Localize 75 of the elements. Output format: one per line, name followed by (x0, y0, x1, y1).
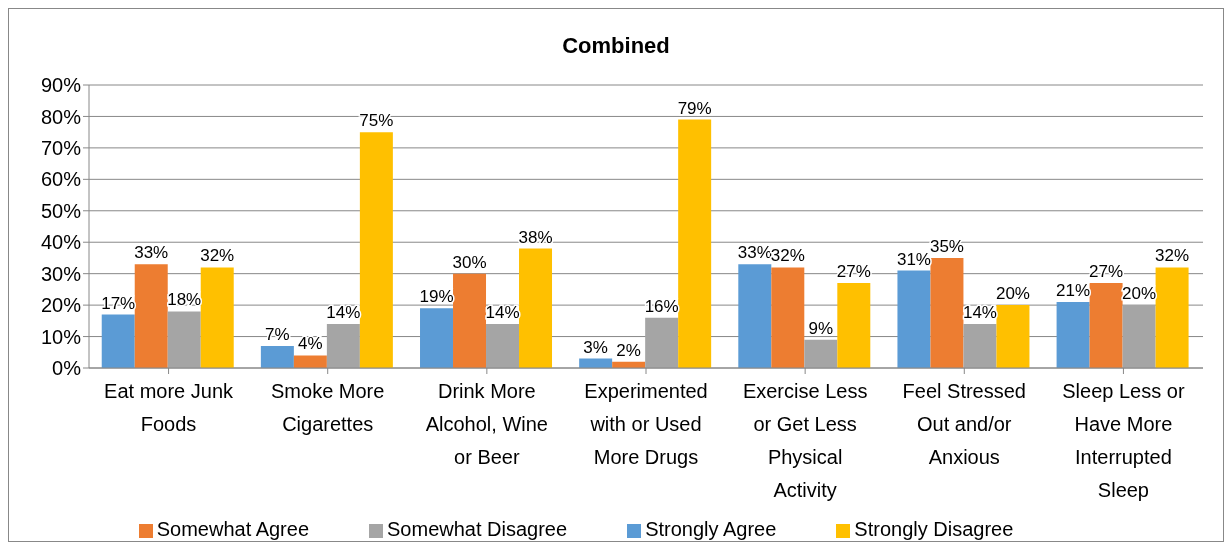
data-label: 19% (419, 287, 454, 307)
x-tick-label: Sleep Less or Have More Interrupted Sleep (1062, 380, 1185, 501)
bar (1089, 283, 1123, 368)
legend-label: Somewhat Agree (156, 518, 310, 540)
x-tick-label: Exercise Less or Get Less Physical Activity (742, 380, 868, 501)
bar (200, 267, 234, 368)
data-label: 31% (896, 249, 931, 269)
bar (897, 270, 931, 368)
legend-label: Strongly Agree (645, 518, 777, 540)
y-tick-label: 40% (40, 231, 82, 254)
bar (804, 339, 838, 368)
data-label: 4% (298, 334, 323, 354)
bar (420, 308, 454, 368)
x-tick-label: Feel Stressed Out and/or Anxious (902, 380, 1026, 468)
chart-title: Combined (561, 32, 671, 60)
x-tick-label: Experimented with or Used More Drugs (584, 380, 708, 468)
data-label: 35% (929, 236, 964, 256)
y-tick-label: 90% (40, 74, 82, 97)
bar (260, 345, 294, 368)
bar (738, 264, 772, 368)
bar (645, 317, 679, 368)
bar (771, 267, 805, 368)
data-label: 32% (1155, 246, 1190, 266)
bar (930, 257, 964, 368)
y-tick-label: 60% (40, 168, 82, 191)
bar (963, 323, 997, 368)
bar (293, 355, 327, 368)
y-tick-label: 20% (40, 294, 82, 317)
bar (678, 119, 712, 368)
bar (101, 314, 135, 368)
y-tick-label: 80% (40, 105, 82, 128)
data-label: 2% (616, 340, 641, 360)
x-tick-label: Smoke More Cigarettes (271, 380, 385, 435)
bar (1122, 305, 1156, 368)
bar (1155, 267, 1189, 368)
data-label: 20% (995, 284, 1030, 304)
y-tick-label: 0% (52, 357, 82, 380)
y-tick-label: 70% (40, 136, 82, 159)
data-label: 7% (265, 324, 290, 344)
y-tick-label: 50% (40, 199, 82, 222)
data-label: 9% (808, 318, 834, 338)
y-tick-label: 10% (40, 325, 82, 348)
data-label: 27% (836, 262, 871, 282)
data-label: 32% (200, 246, 235, 266)
bar (359, 132, 393, 368)
x-tick-label: Drink More Alcohol, Wine or Beer (425, 380, 548, 468)
data-label: 38% (518, 227, 553, 247)
bar (167, 311, 201, 368)
bar (996, 305, 1030, 368)
data-label: 75% (359, 111, 394, 131)
data-label: 33% (737, 243, 772, 263)
data-label: 3% (583, 337, 608, 357)
data-label: 18% (167, 290, 202, 310)
bar (453, 273, 487, 368)
data-label: 32% (770, 246, 805, 266)
legend-label: Strongly Disagree (854, 518, 1014, 540)
data-label: 30% (452, 252, 487, 272)
data-label: 14% (485, 302, 520, 322)
data-label: 16% (644, 296, 679, 316)
data-label: 21% (1056, 280, 1091, 300)
bar (486, 323, 520, 368)
x-tick-label: Eat more Junk Foods (104, 380, 235, 435)
bar (134, 264, 168, 368)
bar (519, 248, 553, 368)
y-tick-label: 30% (40, 262, 82, 285)
data-label: 33% (134, 243, 169, 263)
bar (837, 283, 871, 368)
data-label: 17% (101, 293, 136, 313)
legend-label: Somewhat Disagree (387, 518, 568, 540)
data-label: 14% (326, 302, 361, 322)
data-label: 20% (1122, 284, 1157, 304)
bar (326, 323, 360, 368)
data-label: 79% (677, 98, 712, 118)
data-label: 27% (1089, 262, 1124, 282)
bar (1056, 301, 1090, 368)
